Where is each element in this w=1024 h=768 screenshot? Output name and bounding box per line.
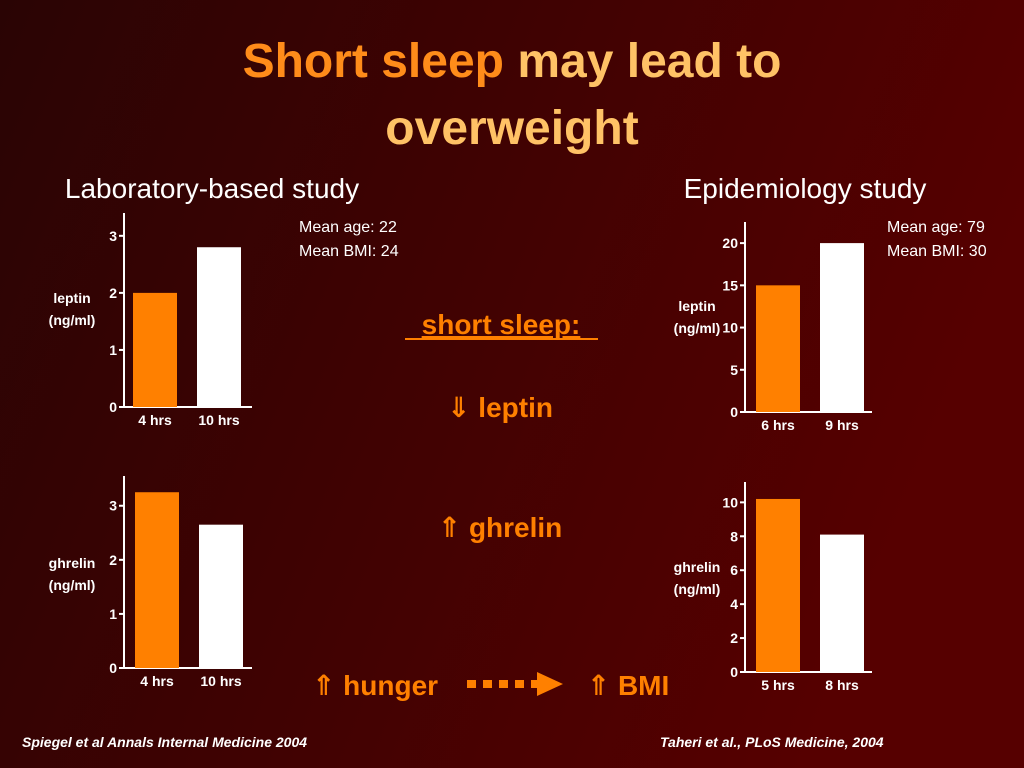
x-tick-label: 8 hrs [825, 677, 859, 693]
center-label: short sleep: [422, 309, 581, 340]
note: Mean age: 79 [887, 219, 985, 236]
effect: ⇓ leptin [447, 392, 553, 423]
x-tick-label: 9 hrs [825, 417, 859, 433]
y-axis-label: ghrelin [674, 559, 721, 575]
y-axis-label: leptin [53, 290, 90, 306]
bar [135, 492, 179, 668]
y-tick-label: 5 [730, 362, 738, 378]
y-tick-label: 0 [730, 664, 738, 680]
y-tick-label: 6 [730, 562, 738, 578]
y-tick-label: 10 [722, 494, 738, 510]
y-tick-label: 1 [109, 342, 117, 358]
x-tick-label: 10 hrs [198, 412, 239, 428]
y-axis-label: (ng/ml) [49, 577, 96, 593]
citation: Spiegel et al Annals Internal Medicine 2… [22, 734, 307, 750]
x-tick-label: 4 hrs [138, 412, 172, 428]
y-tick-label: 0 [730, 404, 738, 420]
x-tick-label: 4 hrs [140, 673, 174, 689]
bar [756, 498, 800, 672]
note: Mean BMI: 24 [299, 243, 399, 260]
y-tick-label: 3 [109, 228, 117, 244]
y-axis-label: ghrelin [49, 555, 96, 571]
title-rest: may lead to [517, 35, 781, 88]
y-tick-label: 15 [722, 277, 738, 293]
y-tick-label: 2 [109, 552, 117, 568]
y-tick-label: 2 [730, 630, 738, 646]
bar [197, 247, 241, 407]
bar [199, 524, 243, 668]
y-axis-label: (ng/ml) [49, 312, 96, 328]
y-tick-label: 8 [730, 528, 738, 544]
title-highlight: Short sleep [243, 35, 504, 88]
bar [133, 292, 177, 407]
y-tick-label: 10 [722, 320, 738, 336]
note: Mean BMI: 30 [887, 243, 987, 260]
effect: ⇑ BMI [587, 670, 670, 701]
y-tick-label: 20 [722, 235, 738, 251]
y-axis-label: leptin [678, 298, 715, 314]
note: Mean age: 22 [299, 219, 397, 236]
y-tick-label: 4 [730, 596, 738, 612]
y-tick-label: 0 [109, 399, 117, 415]
title: Short sleep may lead to [243, 35, 782, 88]
x-tick-label: 5 hrs [761, 677, 795, 693]
title-line2: overweight [385, 102, 638, 155]
heading: Laboratory-based study [65, 173, 359, 204]
dashed-arrow [467, 672, 563, 696]
bar [820, 534, 864, 672]
x-tick-label: 10 hrs [200, 673, 241, 689]
heading: Epidemiology study [684, 173, 927, 204]
x-tick-label: 6 hrs [761, 417, 795, 433]
y-tick-label: 1 [109, 606, 117, 622]
effect: ⇑ hunger [312, 670, 438, 701]
y-tick-label: 3 [109, 498, 117, 514]
y-tick-label: 2 [109, 285, 117, 301]
y-tick-label: 0 [109, 660, 117, 676]
bar [756, 285, 800, 412]
effect: ⇑ ghrelin [438, 512, 563, 543]
citation: Taheri et al., PLoS Medicine, 2004 [660, 734, 884, 750]
y-axis-label: (ng/ml) [674, 581, 721, 597]
bar [820, 243, 864, 412]
y-axis-label: (ng/ml) [674, 320, 721, 336]
